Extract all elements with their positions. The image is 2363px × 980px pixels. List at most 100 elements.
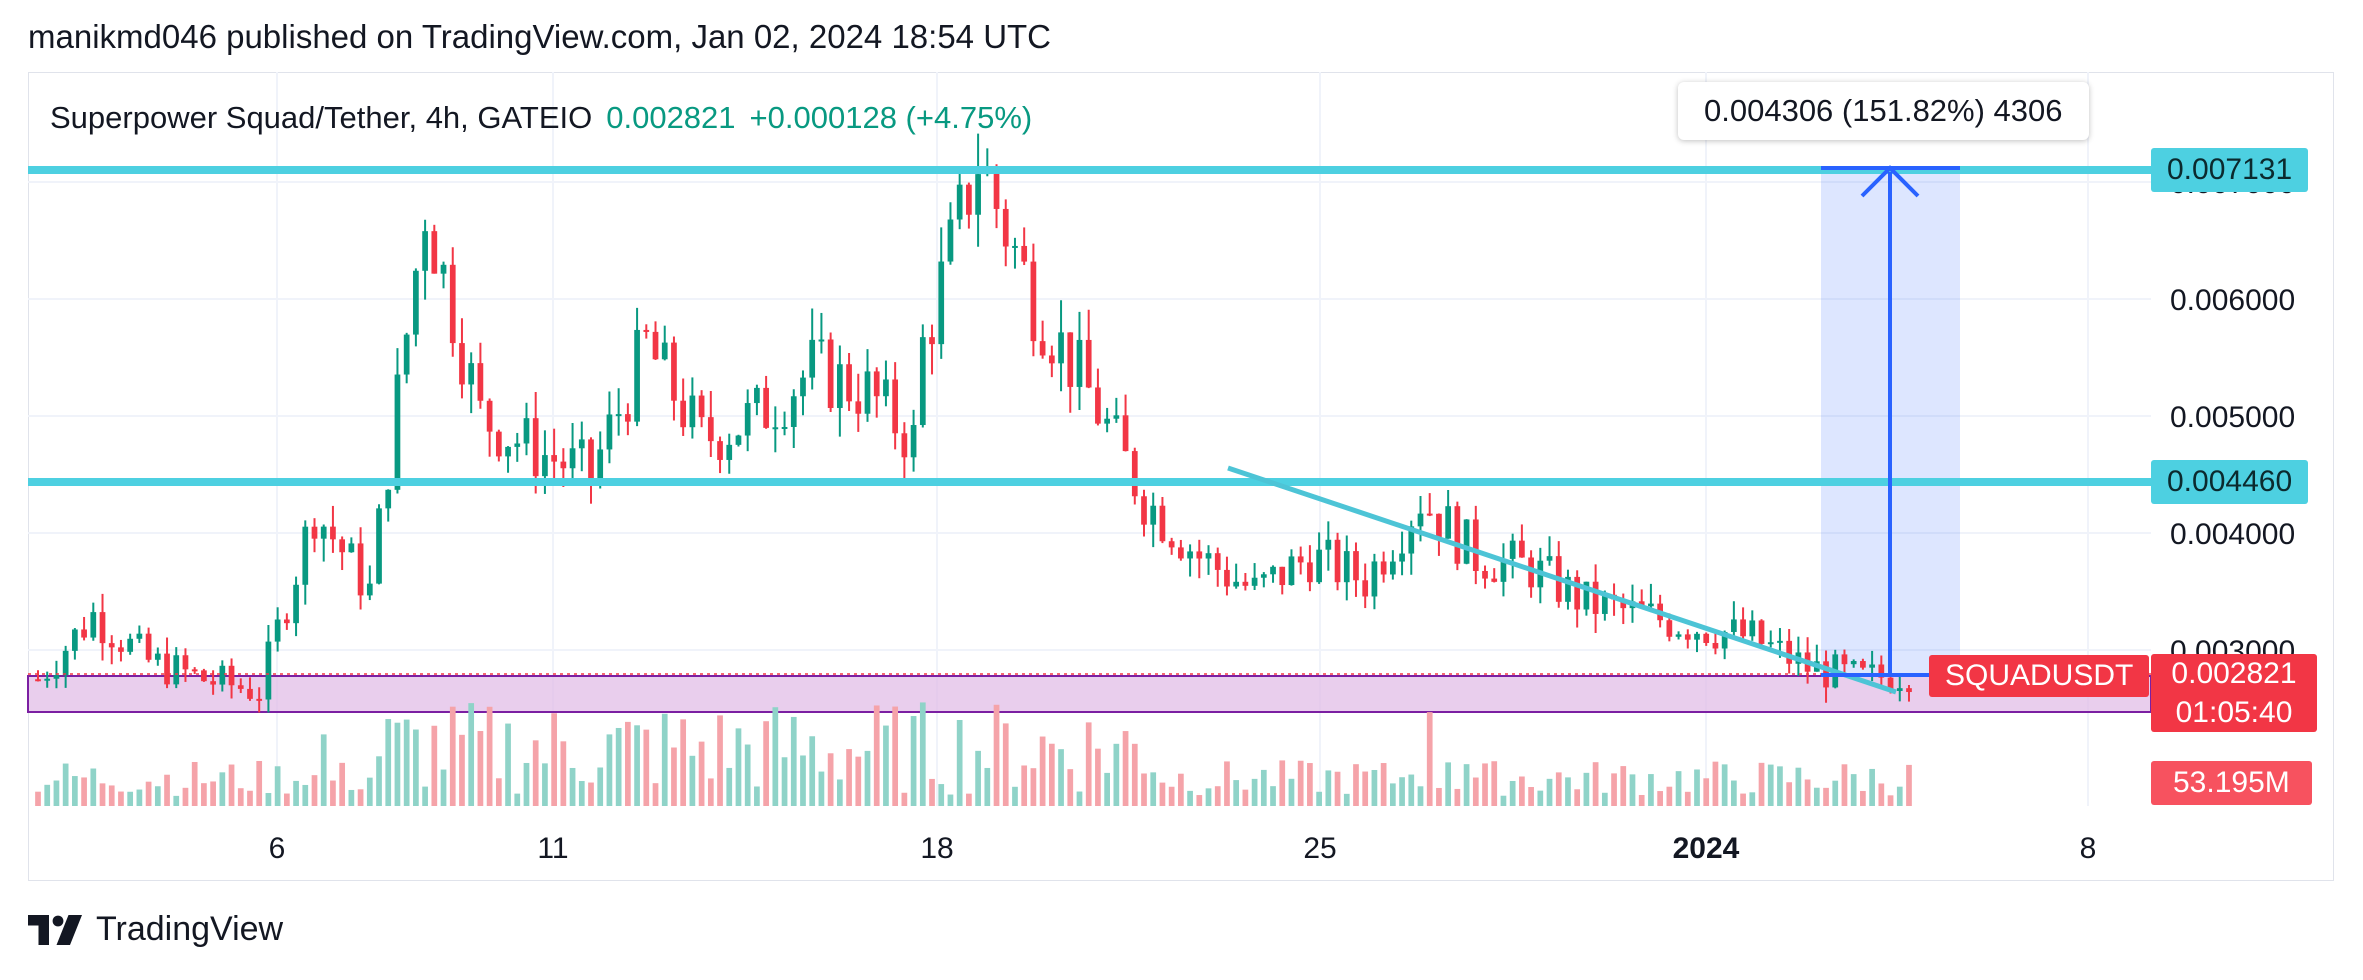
candle-body — [698, 395, 705, 418]
candle-body — [578, 439, 585, 449]
volume-bar — [827, 753, 834, 806]
volume-bar — [357, 789, 364, 806]
volume-bar — [1214, 786, 1221, 806]
candle-body — [1841, 654, 1848, 665]
volume-bar — [164, 774, 170, 806]
volume-bar — [1436, 787, 1442, 806]
volume-bar — [698, 741, 705, 806]
volume-bar — [1749, 792, 1756, 806]
volume-bar — [707, 778, 714, 806]
volume-bar — [1058, 749, 1064, 806]
volume-bar — [403, 719, 410, 806]
volume-bar — [1463, 764, 1470, 806]
volume-bar — [1638, 794, 1645, 806]
volume-bar — [1334, 771, 1341, 806]
volume-bar — [1620, 766, 1627, 806]
candle-body — [809, 339, 816, 378]
candle-body — [127, 638, 134, 652]
volume-bar — [1030, 768, 1037, 806]
volume-bar — [1454, 788, 1461, 806]
volume-bar — [606, 734, 613, 806]
candle-body — [938, 261, 945, 345]
candle-body — [247, 688, 253, 699]
candle-body — [1648, 603, 1654, 607]
candle-body — [1104, 418, 1110, 424]
volume-bar — [1251, 778, 1258, 806]
price-tag-resistance-high: 0.007131 — [2151, 148, 2309, 192]
candle-body — [1767, 642, 1774, 645]
volume-bar — [99, 783, 106, 806]
volume-bar — [459, 734, 465, 806]
volume-bar — [1878, 783, 1885, 806]
volume-bar — [339, 762, 346, 806]
volume-bar — [717, 715, 723, 806]
volume-bar — [1546, 778, 1553, 806]
volume-bar — [1731, 780, 1737, 806]
volume-bar — [1076, 791, 1083, 806]
y-tick-label: 0.004000 — [2170, 518, 2295, 551]
volume-bar — [1104, 772, 1110, 806]
volume-bar — [1565, 777, 1571, 806]
volume-bar — [311, 775, 318, 806]
candle-body — [293, 584, 299, 624]
candle-body — [1196, 551, 1203, 559]
volume-bar — [219, 772, 226, 806]
volume-bar — [809, 736, 816, 806]
candle-body — [1159, 505, 1166, 542]
volume-bar — [1491, 761, 1498, 806]
candle-body — [505, 446, 511, 457]
volume-bar — [1426, 712, 1433, 806]
volume-bar — [855, 756, 862, 806]
volume-tag: 53.195M — [2151, 761, 2312, 805]
candle-body — [1500, 558, 1507, 582]
candle-body — [1638, 601, 1645, 607]
candle-body — [1307, 562, 1313, 583]
volume-bar — [1813, 787, 1820, 806]
volume-bar — [44, 784, 51, 806]
volume-bar — [1777, 766, 1783, 806]
volume-bar — [1555, 772, 1562, 806]
candle-body — [597, 449, 604, 479]
candle-body — [477, 363, 484, 401]
candle-body — [320, 526, 327, 539]
candle-body — [1095, 387, 1101, 424]
candle-body — [514, 443, 521, 447]
volume-bar — [136, 789, 143, 806]
volume-bar — [376, 756, 382, 806]
candle-body — [661, 342, 668, 360]
volume-bar — [938, 784, 945, 806]
candle-body — [993, 170, 1000, 209]
candle-body — [1509, 540, 1516, 559]
volume-bar — [1860, 790, 1866, 806]
candle-body — [1574, 576, 1581, 610]
volume-bar — [1048, 743, 1055, 806]
candle-body — [1233, 581, 1240, 587]
candle-body — [966, 184, 972, 215]
candle-body — [90, 612, 97, 638]
candle-body — [1150, 505, 1157, 525]
candle-body — [431, 231, 438, 274]
volume-bar — [1629, 774, 1636, 806]
volume-bar — [1260, 769, 1267, 806]
volume-bar — [514, 793, 521, 806]
candle-body — [1860, 661, 1866, 668]
candle-body — [836, 364, 843, 408]
volume-bar — [1297, 760, 1304, 806]
candle-body — [1777, 640, 1783, 643]
volume-bar — [846, 749, 852, 806]
candle-body — [1242, 581, 1249, 586]
candle-body — [1445, 506, 1452, 539]
volume-bar — [1021, 765, 1028, 806]
volume-bar — [201, 783, 207, 806]
candle-body — [1878, 664, 1885, 678]
volume-bar — [1288, 778, 1295, 806]
candle-body — [1334, 539, 1341, 583]
candle-body — [1592, 581, 1599, 614]
candle-body — [1141, 496, 1147, 525]
candle-body — [1519, 540, 1525, 558]
candle-body — [735, 435, 742, 445]
volume-bar — [265, 793, 272, 806]
last-price-text: 0.002821 — [606, 100, 736, 135]
candle-body — [440, 264, 447, 274]
